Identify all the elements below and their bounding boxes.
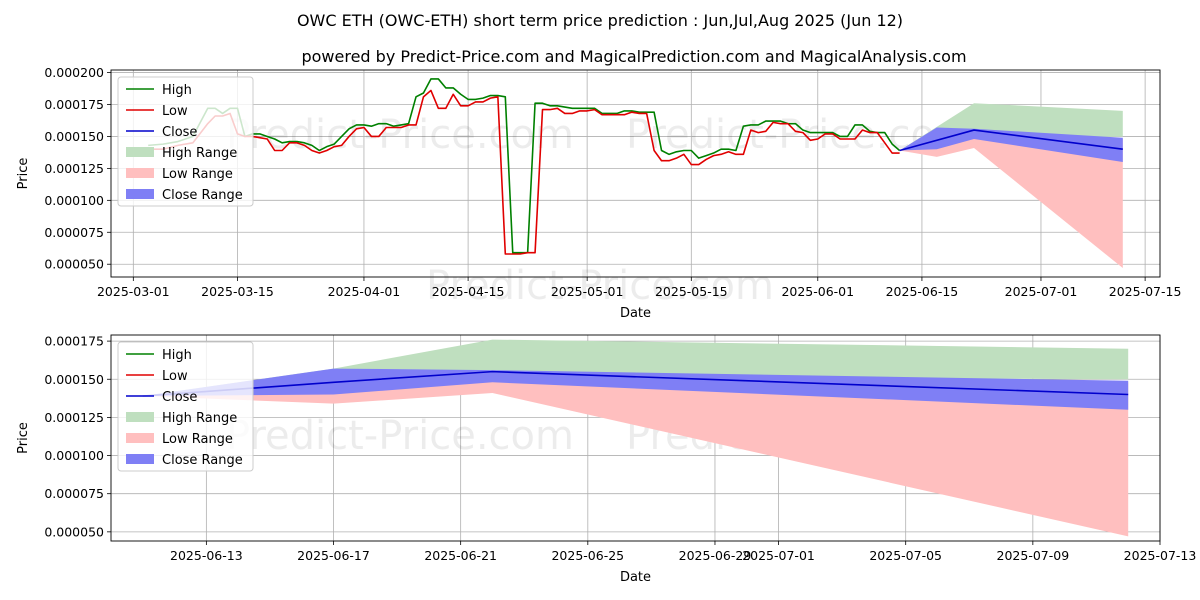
- x-tick-label: 2025-03-01: [97, 284, 170, 299]
- y-tick-label: 0.000100: [44, 448, 104, 463]
- y-tick-label: 0.000150: [44, 372, 104, 387]
- y-axis-label: Price: [16, 158, 31, 190]
- low-legend-label: Low: [162, 104, 188, 119]
- low-series-line: [148, 89, 900, 255]
- high-legend-label: High: [162, 348, 192, 363]
- chart-subtitle: powered by Predict-Price.com and Magical…: [301, 47, 966, 66]
- x-tick-label: 2025-06-15: [886, 284, 959, 299]
- x-tick-label: 2025-06-13: [170, 548, 243, 563]
- x-tick-label: 2025-04-01: [328, 284, 401, 299]
- x-tick-label: 2025-07-13: [1124, 548, 1197, 563]
- y-tick-label: 0.000075: [44, 486, 104, 501]
- y-tick-label: 0.000150: [44, 129, 104, 144]
- close-range-band: [899, 127, 1123, 162]
- low-range-band: [899, 136, 1123, 269]
- x-tick-label: 2025-07-09: [997, 548, 1070, 563]
- close-range-legend-label: Close Range: [162, 188, 243, 203]
- watermark-text: Predict-Price.com: [226, 112, 574, 158]
- low-range-band: [142, 379, 1129, 537]
- y-tick-label: 0.000200: [44, 65, 104, 80]
- legend: High Low Close High Range Low Range Close Ran…: [117, 76, 254, 207]
- y-tick-label: 0.000125: [44, 410, 104, 425]
- high-range-legend-label: High Range: [162, 411, 237, 426]
- close-series-line: [899, 129, 1123, 152]
- y-tick-label: 0.000125: [44, 161, 104, 176]
- low-range-legend-swatch: [126, 168, 154, 178]
- x-tick-label: 2025-05-15: [655, 284, 728, 299]
- high-range-band: [142, 339, 1129, 397]
- x-axis-label: Date: [620, 570, 651, 585]
- x-tick-label: 2025-07-01: [1005, 284, 1078, 299]
- y-tick-label: 0.000075: [44, 225, 104, 240]
- forecast-panel: 2025-06-13 2025-06-17 2025-06-21 2025-06-25…: [16, 334, 1196, 585]
- x-tick-label: 2025-06-29: [679, 548, 752, 563]
- low-range-legend-label: Low Range: [162, 432, 233, 447]
- high-range-legend-label: High Range: [162, 146, 237, 161]
- chart-title: OWC ETH (OWC-ETH) short term price predi…: [297, 11, 903, 30]
- low-range-legend-label: Low Range: [162, 167, 233, 182]
- x-tick-label: 2025-07-01: [742, 548, 815, 563]
- legend: High Low Close High Range Low Range Close Ran…: [117, 341, 254, 472]
- low-legend-label: Low: [162, 369, 188, 384]
- plot-area: [148, 78, 1123, 269]
- plot-frame: [110, 334, 1161, 542]
- history-panel: 2025-03-01 2025-03-15 2025-04-01 2025-04-15…: [16, 65, 1181, 321]
- high-range-legend-swatch: [126, 147, 154, 157]
- watermark-text: Predict-Price.com: [226, 413, 574, 459]
- y-axis-label: Price: [16, 422, 31, 454]
- x-axis-label: Date: [620, 306, 651, 321]
- close-legend-label: Close: [162, 125, 197, 140]
- y-tick-label: 0.000175: [44, 97, 104, 112]
- x-tick-label: 2025-04-15: [432, 284, 505, 299]
- high-series-line: [148, 78, 901, 254]
- close-legend-label: Close: [162, 390, 197, 405]
- high-legend-label: High: [162, 83, 192, 98]
- x-tick-label: 2025-07-05: [869, 548, 942, 563]
- x-tick-label: 2025-07-15: [1109, 284, 1182, 299]
- x-tick-label: 2025-03-15: [201, 284, 274, 299]
- close-range-legend-swatch: [126, 189, 154, 199]
- close-range-legend-label: Close Range: [162, 453, 243, 468]
- x-tick-label: 2025-06-25: [551, 548, 624, 563]
- close-range-legend-swatch: [126, 454, 154, 464]
- x-tick-label: 2025-05-01: [551, 284, 624, 299]
- watermark-text: Predict-Price.com: [426, 263, 774, 309]
- high-range-legend-swatch: [126, 412, 154, 422]
- y-tick-label: 0.000050: [44, 257, 104, 272]
- low-range-legend-swatch: [126, 433, 154, 443]
- x-tick-label: 2025-06-01: [781, 284, 854, 299]
- y-tick-label: 0.000175: [44, 334, 104, 349]
- x-tick-label: 2025-06-21: [424, 548, 497, 563]
- y-tick-label: 0.000100: [44, 193, 104, 208]
- x-tick-label: 2025-06-17: [297, 548, 370, 563]
- plot-frame: [110, 69, 1161, 278]
- y-tick-label: 0.000050: [44, 524, 104, 539]
